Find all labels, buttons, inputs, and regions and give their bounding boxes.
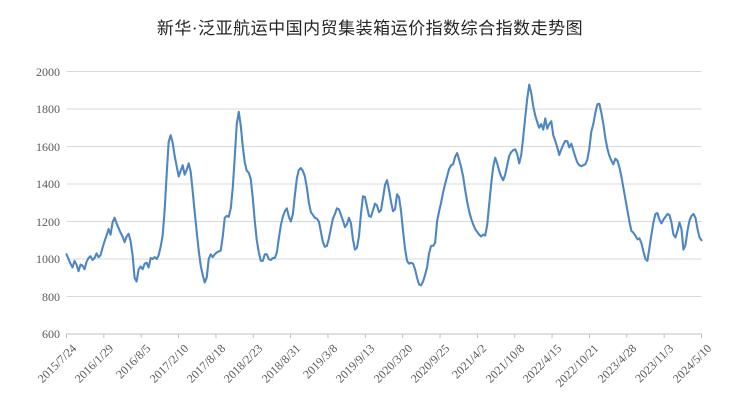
y-axis-tick-label: 1000 (36, 252, 60, 266)
y-axis-tick-label: 1800 (36, 102, 60, 116)
index-series-line (65, 83, 703, 287)
y-axis-tick-label: 1400 (36, 177, 60, 191)
y-axis-tick-label: 1600 (36, 139, 60, 154)
y-axis-tick-label: 2000 (36, 64, 60, 79)
y-axis-tick-label: 1200 (36, 214, 60, 229)
y-axis-tick-label: 600 (42, 327, 60, 341)
chart-title: 新华·泛亚航运中国内贸集装箱运价指数综合指数走势图 (156, 19, 584, 38)
y-axis-tick-label: 800 (42, 289, 60, 304)
